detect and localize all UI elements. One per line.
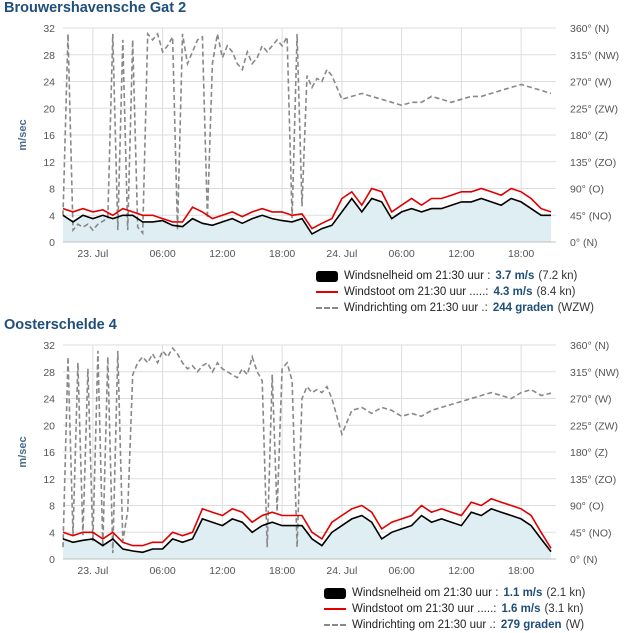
x-tick-label: 23. Jul [77, 248, 108, 260]
y-tick-label: 8 [49, 501, 55, 513]
legend-value: 244 graden [492, 302, 554, 314]
series-line-windstoot [62, 497, 552, 549]
legend-extra: (3.1 kn) [544, 603, 584, 615]
y2-tick-label: 360° (N) [570, 340, 609, 352]
legend-label: Windsnelheid om 21:30 uur : [352, 587, 499, 599]
y-axis-label: m/sec [17, 119, 29, 150]
x-tick-label: 06:00 [388, 248, 414, 260]
y2-tick-label: 180° (Z) [570, 130, 608, 142]
x-tick-label: 12:00 [209, 248, 235, 260]
y2-tick-label: 315° (NW) [570, 367, 619, 379]
y-tick-label: 0 [49, 237, 55, 249]
series-line-windrichting [62, 31, 552, 236]
legend-item-windstoot[interactable]: Windstoot om 21:30 uur .....: 4.3 m/s (8… [316, 284, 594, 300]
y-tick-label: 20 [43, 103, 55, 115]
legend-item-windrichting[interactable]: Windrichting om 21:30 uur .: 279 graden … [324, 617, 585, 633]
legend-swatch-speed [324, 587, 346, 599]
y-tick-label: 24 [43, 77, 55, 89]
legend-swatch-gust [324, 608, 346, 610]
y2-tick-label: 0° (N) [570, 554, 598, 566]
legend-extra: (WZW) [557, 302, 594, 314]
y2-tick-label: 90° (O) [570, 501, 604, 513]
series-line-windsnelheid [62, 507, 552, 554]
y-tick-label: 20 [43, 420, 55, 432]
series-line-windstoot [62, 187, 552, 230]
legend-extra: (2.1 kn) [546, 587, 586, 599]
x-tick-label: 12:00 [448, 248, 474, 260]
legend-value: 1.6 m/s [501, 603, 541, 615]
legend-label: Windrichting om 21:30 uur .: [344, 302, 488, 314]
series-line-windrichting [62, 346, 552, 554]
y2-tick-label: 135° (ZO) [570, 157, 616, 169]
y-tick-label: 8 [49, 184, 55, 196]
x-tick-label: 24. Jul [326, 248, 357, 260]
x-tick-label: 18:00 [269, 565, 295, 577]
legend-value: 3.7 m/s [495, 270, 535, 282]
y-tick-label: 32 [43, 340, 55, 352]
x-tick-label: 06:00 [388, 565, 414, 577]
y2-tick-label: 45° (NO) [570, 527, 612, 539]
legend-swatch-direction [324, 624, 346, 626]
legend-label: Windstoot om 21:30 uur .....: [352, 603, 497, 615]
legend-label: Windstoot om 21:30 uur .....: [344, 286, 489, 298]
chart-legend: Windsnelheid om 21:30 uur : 1.1 m/s (2.1… [324, 585, 585, 633]
legend-item-windsnelheid[interactable]: Windsnelheid om 21:30 uur : 3.7 m/s (7.2… [316, 268, 594, 284]
legend-swatch-speed [316, 270, 338, 282]
wind-chart: 0 4 8 12 16 20 24 28 32 0° (N) 45° (NO) 90° (O) 135°… [17, 340, 619, 577]
y-tick-label: 24 [43, 394, 55, 406]
y2-tick-label: 270° (W) [570, 77, 612, 89]
legend-item-windrichting[interactable]: Windrichting om 21:30 uur .: 244 graden … [316, 300, 594, 316]
y2-tick-label: 225° (ZW) [570, 420, 618, 432]
y-tick-label: 32 [43, 23, 55, 35]
legend-swatch-direction [316, 307, 338, 309]
wind-chart: 0 4 8 12 16 20 24 28 32 0° (N) 45° (NO) 90° (O) 135°… [17, 23, 619, 260]
x-tick-label: 18:00 [508, 248, 534, 260]
y2-tick-label: 0° (N) [570, 237, 598, 249]
y-tick-label: 0 [49, 554, 55, 566]
y2-tick-label: 90° (O) [570, 184, 604, 196]
x-tick-label: 18:00 [508, 565, 534, 577]
x-tick-label: 12:00 [448, 565, 474, 577]
y-tick-label: 12 [43, 157, 55, 169]
y2-tick-label: 315° (NW) [570, 50, 619, 62]
y-tick-label: 28 [43, 50, 55, 62]
legend-swatch-gust [316, 291, 338, 293]
x-tick-label: 06:00 [149, 248, 175, 260]
legend-extra: (7.2 kn) [538, 270, 578, 282]
legend-label: Windsnelheid om 21:30 uur : [344, 270, 491, 282]
y2-tick-label: 45° (NO) [570, 210, 612, 222]
series-line-windsnelheid [62, 197, 551, 236]
x-tick-label: 24. Jul [326, 565, 357, 577]
legend-value: 4.3 m/s [493, 286, 533, 298]
legend-extra: (8.4 kn) [536, 286, 576, 298]
y2-tick-label: 360° (N) [570, 23, 609, 35]
speed-area [63, 198, 552, 242]
y2-tick-label: 270° (W) [570, 394, 612, 406]
x-tick-label: 12:00 [209, 565, 235, 577]
station-panel-brouwershavensche-gat: Brouwershavensche Gat 2 0 4 8 12 16 20 24 28 32 0… [4, 0, 619, 316]
station-title: Oosterschelde 4 [4, 317, 117, 333]
y-tick-label: 4 [49, 527, 55, 539]
y2-tick-label: 135° (ZO) [570, 474, 616, 486]
station-title: Brouwershavensche Gat 2 [4, 0, 187, 16]
y-tick-label: 12 [43, 474, 55, 486]
y-tick-label: 16 [43, 130, 55, 142]
y-tick-label: 28 [43, 367, 55, 379]
y2-tick-label: 225° (ZW) [570, 103, 618, 115]
x-tick-label: 23. Jul [77, 565, 108, 577]
chart-legend: Windsnelheid om 21:30 uur : 3.7 m/s (7.2… [316, 268, 594, 316]
y-axis-label: m/sec [17, 436, 29, 467]
y2-tick-label: 180° (Z) [570, 447, 608, 459]
y-tick-label: 4 [49, 210, 55, 222]
legend-value: 1.1 m/s [503, 587, 543, 599]
legend-value: 279 graden [500, 619, 562, 631]
legend-item-windstoot[interactable]: Windstoot om 21:30 uur .....: 1.6 m/s (3… [324, 601, 585, 617]
station-panel-oosterschelde: Oosterschelde 4 0 4 8 12 16 20 24 28 32 0° (N) 45°… [0, 317, 630, 633]
y-tick-label: 16 [43, 447, 55, 459]
x-tick-label: 06:00 [149, 565, 175, 577]
legend-label: Windrichting om 21:30 uur .: [352, 619, 496, 631]
legend-item-windsnelheid[interactable]: Windsnelheid om 21:30 uur : 1.1 m/s (2.1… [324, 585, 585, 601]
legend-extra: (W) [565, 619, 585, 631]
x-tick-label: 18:00 [269, 248, 295, 260]
